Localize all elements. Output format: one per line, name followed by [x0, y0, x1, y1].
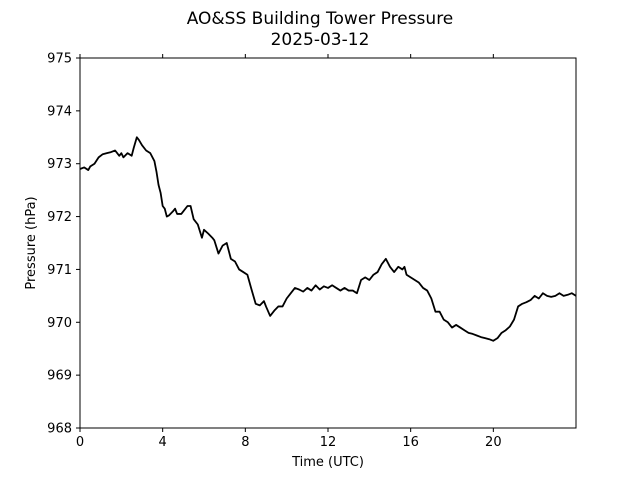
y-tick-label: 974: [47, 104, 72, 119]
chart-subtitle: 2025-03-12: [271, 30, 370, 50]
x-axis-label: Time (UTC): [291, 455, 364, 470]
plot-frame: [79, 57, 577, 429]
y-tick-label: 975: [47, 52, 72, 67]
y-tick-label: 973: [47, 157, 72, 172]
x-tick-label: 0: [76, 435, 84, 450]
y-axis: 968 969 970 971 972 973 974 975: [47, 52, 80, 437]
x-tick-label: 16: [402, 435, 419, 450]
pressure-series-line: [79, 136, 577, 342]
y-tick-label: 971: [47, 263, 72, 278]
x-tick-label: 8: [241, 435, 249, 450]
y-tick-label: 970: [47, 316, 72, 331]
y-tick-label: 972: [47, 210, 72, 225]
x-tick-label: 20: [485, 435, 502, 450]
x-axis: 0 4 8 12 16 20: [76, 54, 502, 450]
x-tick-label: 12: [320, 435, 337, 450]
y-tick-label: 968: [47, 422, 72, 437]
x-tick-label: 4: [159, 435, 167, 450]
y-tick-label: 969: [47, 369, 72, 384]
chart-title: AO&SS Building Tower Pressure: [187, 9, 454, 29]
y-axis-label: Pressure (hPa): [24, 196, 39, 289]
